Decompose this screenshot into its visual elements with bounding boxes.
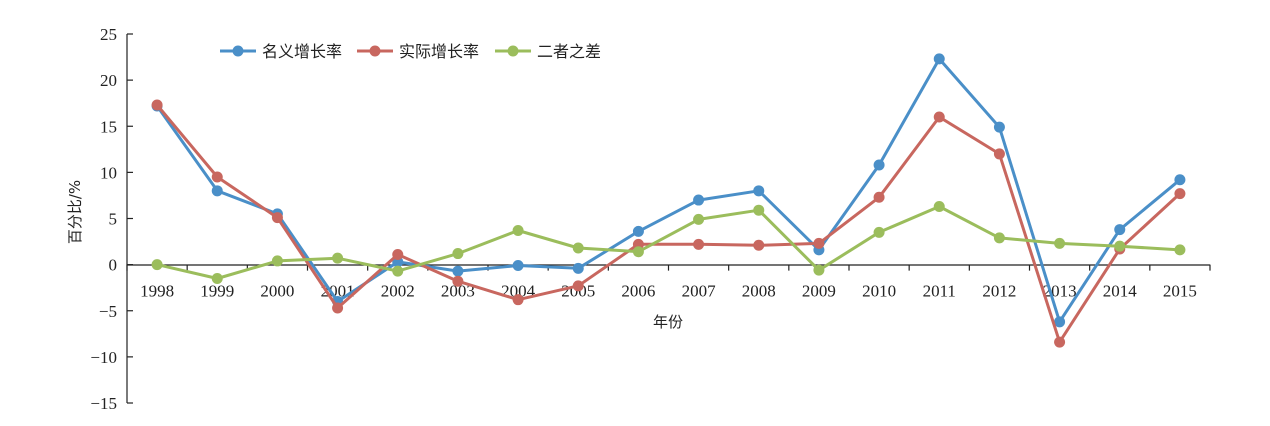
- data-point: [512, 260, 524, 272]
- data-point: [993, 121, 1005, 133]
- y-tick-label: 15: [100, 117, 117, 136]
- data-point: [332, 252, 344, 264]
- y-tick-label: 5: [109, 210, 118, 229]
- data-point: [512, 294, 524, 306]
- x-tick-label: 2009: [802, 282, 836, 301]
- legend-item: 二者之差: [495, 42, 601, 61]
- x-tick-label: 2010: [862, 282, 896, 301]
- y-tick-label: −15: [90, 394, 117, 413]
- legend-label: 二者之差: [537, 42, 601, 61]
- data-point: [332, 302, 344, 314]
- data-point: [873, 159, 885, 171]
- data-point: [813, 264, 825, 276]
- data-point: [392, 248, 404, 260]
- data-point: [993, 148, 1005, 160]
- data-point: [392, 265, 404, 277]
- data-point: [1054, 237, 1066, 249]
- data-point: [933, 201, 945, 213]
- data-point: [933, 53, 945, 65]
- x-axis-title: 年份: [653, 313, 683, 331]
- data-point: [873, 191, 885, 203]
- y-tick-label: −10: [90, 348, 117, 367]
- y-tick-label: 25: [100, 25, 117, 44]
- legend-label: 名义增长率: [262, 42, 342, 61]
- data-point: [933, 111, 945, 123]
- data-point: [271, 212, 283, 224]
- data-point: [211, 272, 223, 284]
- data-point: [1114, 224, 1126, 236]
- y-tick-label: 10: [100, 163, 117, 182]
- y-tick-label: 20: [100, 71, 117, 90]
- data-point: [693, 238, 705, 250]
- x-tick-label: 2002: [381, 282, 415, 301]
- data-point: [1054, 336, 1066, 348]
- x-tick-label: 2007: [682, 282, 717, 301]
- data-point: [572, 280, 584, 292]
- data-point: [572, 262, 584, 274]
- x-tick-label: 2000: [260, 282, 294, 301]
- data-point: [632, 246, 644, 258]
- x-ticks: 1998199920002001200220032004200520062007…: [126, 264, 1211, 301]
- legend-marker: [507, 45, 519, 57]
- data-point: [211, 171, 223, 183]
- data-point: [151, 259, 163, 271]
- data-point: [452, 265, 464, 277]
- y-axis-title: 百分比/%: [66, 180, 84, 244]
- legend-item: 名义增长率: [220, 42, 342, 61]
- x-tick-label: 1999: [200, 282, 234, 301]
- legend-marker: [369, 45, 381, 57]
- x-tick-label: 1998: [140, 282, 174, 301]
- data-point: [1174, 188, 1186, 200]
- data-point: [753, 185, 765, 197]
- data-point: [1114, 240, 1126, 252]
- data-point: [813, 237, 825, 249]
- data-point: [693, 213, 705, 225]
- data-point: [1174, 174, 1186, 186]
- x-tick-label: 2008: [742, 282, 776, 301]
- legend-label: 实际增长率: [399, 42, 479, 61]
- data-point: [693, 194, 705, 206]
- data-point: [452, 248, 464, 260]
- y-tick-label: 0: [109, 256, 118, 275]
- axes: [126, 34, 1210, 403]
- data-point: [211, 185, 223, 197]
- series-line: [155, 57, 1181, 324]
- data-point: [452, 275, 464, 287]
- series-3: [151, 201, 1186, 284]
- data-point: [1174, 244, 1186, 256]
- data-point: [151, 99, 163, 111]
- legend-marker: [232, 45, 244, 57]
- legend: 名义增长率 实际增长率 二者之差: [220, 42, 601, 61]
- data-point: [572, 242, 584, 254]
- x-tick-label: 2006: [621, 282, 655, 301]
- data-point: [1054, 316, 1066, 328]
- data-point: [993, 232, 1005, 244]
- x-tick-label: 2003: [441, 282, 475, 301]
- series-line: [155, 104, 1181, 344]
- series-layer: [151, 53, 1186, 348]
- series-1: [151, 53, 1186, 328]
- data-point: [271, 255, 283, 267]
- x-tick-label: 2015: [1163, 282, 1197, 301]
- data-point: [512, 224, 524, 236]
- y-ticks: −15 −10 −5 0 5 10 15 20 25: [90, 25, 133, 413]
- x-tick-label: 2011: [923, 282, 956, 301]
- legend-item: 实际增长率: [357, 42, 479, 61]
- data-point: [632, 225, 644, 237]
- x-tick-label: 2012: [982, 282, 1016, 301]
- series-2: [151, 99, 1186, 348]
- x-tick-label: 2014: [1103, 282, 1138, 301]
- data-point: [753, 239, 765, 251]
- y-tick-label: −5: [99, 302, 117, 321]
- data-point: [873, 226, 885, 238]
- series-line: [156, 205, 1180, 280]
- data-point: [753, 204, 765, 216]
